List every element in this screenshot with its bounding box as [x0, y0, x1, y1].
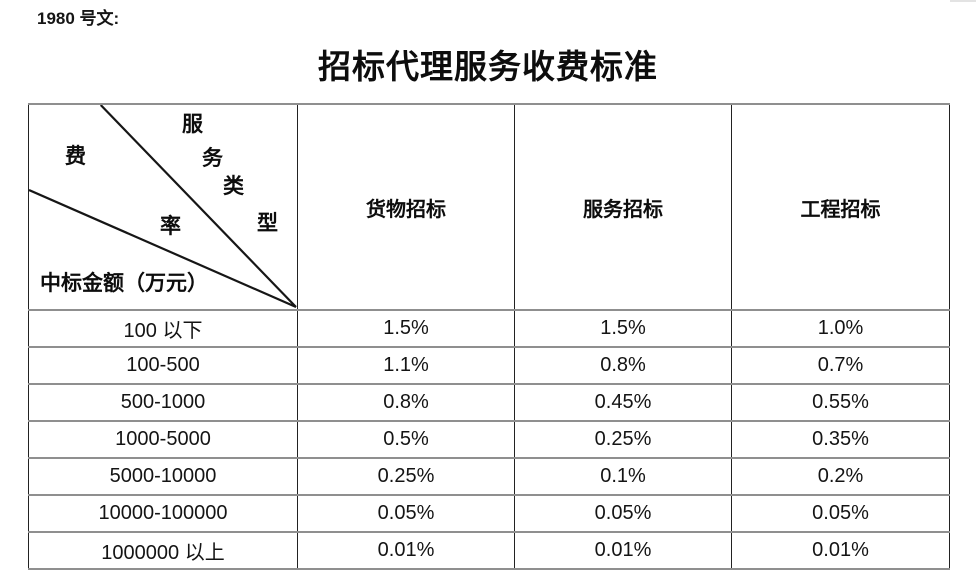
fee-cell: 0.8% — [297, 383, 515, 422]
row-label: 100-500 — [28, 346, 298, 385]
table-row: 100-500 1.1% 0.8% 0.7% — [28, 346, 950, 385]
table-row: 10000-100000 0.05% 0.05% 0.05% — [28, 494, 950, 533]
fee-cell: 0.1% — [514, 457, 732, 496]
fee-cell: 0.2% — [731, 457, 950, 496]
column-header-works-bidding: 工程招标 — [731, 103, 950, 311]
row-label: 500-1000 — [28, 383, 298, 422]
fee-cell: 0.01% — [731, 531, 950, 570]
corner-fee-rate-char-2: 率 — [160, 214, 181, 238]
fee-cell: 0.35% — [731, 420, 950, 459]
fee-cell: 0.01% — [514, 531, 732, 570]
screen-edge-artifact — [950, 0, 976, 2]
fee-table: 服 务 类 型 费 率 中标金额（万元） 货物招标 服务招标 工程招标 100 … — [28, 103, 950, 570]
fee-cell: 0.55% — [731, 383, 950, 422]
fee-cell: 0.25% — [514, 420, 732, 459]
corner-amount-label: 中标金额（万元） — [40, 271, 208, 295]
fee-cell: 0.25% — [297, 457, 515, 496]
fee-cell: 0.7% — [731, 346, 950, 385]
row-label: 1000-5000 — [28, 420, 298, 459]
table-row: 5000-10000 0.25% 0.1% 0.2% — [28, 457, 950, 496]
corner-service-type-char-4: 型 — [257, 211, 278, 235]
row-label: 10000-100000 — [28, 494, 298, 533]
table-row: 1000-5000 0.5% 0.25% 0.35% — [28, 420, 950, 459]
fee-cell: 0.8% — [514, 346, 732, 385]
corner-service-type-char-3: 类 — [223, 174, 244, 198]
table-row: 500-1000 0.8% 0.45% 0.55% — [28, 383, 950, 422]
fee-cell: 1.0% — [731, 309, 950, 348]
fee-cell: 0.45% — [514, 383, 732, 422]
row-label: 100 以下 — [28, 309, 298, 348]
column-header-services-bidding: 服务招标 — [514, 103, 732, 311]
fee-cell: 0.05% — [514, 494, 732, 533]
corner-service-type-char-1: 服 — [182, 112, 203, 136]
fee-cell: 1.1% — [297, 346, 515, 385]
page-title: 招标代理服务收费标准 — [318, 50, 658, 86]
fee-cell: 0.5% — [297, 420, 515, 459]
fee-cell: 0.05% — [297, 494, 515, 533]
diagonal-header-cell: 服 务 类 型 费 率 中标金额（万元） — [28, 103, 298, 311]
fee-cell: 0.05% — [731, 494, 950, 533]
fee-cell: 0.01% — [297, 531, 515, 570]
doc-number: 1980 号文: — [37, 9, 120, 28]
fee-cell: 1.5% — [297, 309, 515, 348]
diagonal-divider-lines-icon — [29, 105, 297, 309]
corner-service-type-char-2: 务 — [202, 146, 223, 170]
corner-fee-rate-char-1: 费 — [65, 144, 86, 168]
column-header-goods-bidding: 货物招标 — [297, 103, 515, 311]
table-header-row: 服 务 类 型 费 率 中标金额（万元） 货物招标 服务招标 工程招标 — [28, 103, 950, 311]
fee-cell: 1.5% — [514, 309, 732, 348]
row-label: 5000-10000 — [28, 457, 298, 496]
table-row: 100 以下 1.5% 1.5% 1.0% — [28, 309, 950, 348]
table-row: 1000000 以上 0.01% 0.01% 0.01% — [28, 531, 950, 570]
row-label: 1000000 以上 — [28, 531, 298, 570]
